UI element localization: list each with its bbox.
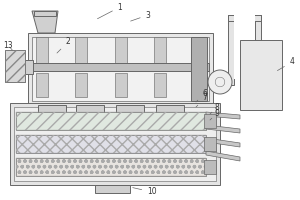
Bar — [10, 103, 220, 185]
Bar — [16, 112, 206, 130]
Bar — [36, 37, 48, 65]
Polygon shape — [32, 11, 58, 33]
Bar — [5, 50, 25, 82]
Text: 3: 3 — [130, 10, 150, 21]
Bar — [156, 105, 184, 115]
Circle shape — [208, 70, 232, 94]
Bar — [34, 11, 56, 16]
Polygon shape — [206, 112, 240, 119]
Bar — [16, 158, 206, 176]
Bar — [16, 135, 206, 153]
Bar — [204, 137, 216, 151]
Bar — [228, 15, 234, 85]
Text: 4: 4 — [278, 58, 294, 71]
Polygon shape — [206, 125, 240, 133]
Bar — [5, 50, 25, 82]
Bar — [240, 40, 282, 110]
Bar — [116, 105, 144, 115]
Bar — [28, 33, 213, 105]
Text: 8: 8 — [210, 102, 219, 114]
Bar — [14, 107, 216, 181]
Bar — [191, 37, 207, 101]
Text: 6: 6 — [196, 88, 207, 102]
Text: 7: 7 — [196, 94, 207, 107]
Text: 9: 9 — [210, 108, 219, 120]
Bar — [36, 73, 48, 97]
Bar — [193, 73, 205, 97]
Bar — [204, 114, 216, 128]
Bar — [115, 73, 127, 97]
Bar — [228, 15, 261, 21]
Bar — [25, 60, 33, 74]
Bar — [115, 37, 127, 65]
Polygon shape — [206, 138, 240, 147]
Bar — [32, 37, 209, 101]
Bar — [32, 63, 209, 71]
Bar — [95, 185, 130, 193]
Bar — [16, 112, 206, 130]
Bar — [193, 37, 205, 65]
Text: 1: 1 — [98, 2, 122, 19]
Bar — [76, 105, 104, 115]
Bar — [16, 158, 206, 176]
Bar — [234, 15, 255, 79]
Bar — [154, 73, 166, 97]
Bar — [38, 105, 66, 115]
Bar — [255, 15, 261, 77]
Bar — [75, 37, 87, 65]
Bar — [204, 160, 216, 174]
Bar — [154, 37, 166, 65]
Text: 13: 13 — [3, 40, 13, 50]
Text: 10: 10 — [133, 188, 157, 196]
Bar — [75, 73, 87, 97]
Polygon shape — [206, 151, 240, 161]
Text: 2: 2 — [57, 38, 70, 53]
Bar — [16, 135, 206, 153]
